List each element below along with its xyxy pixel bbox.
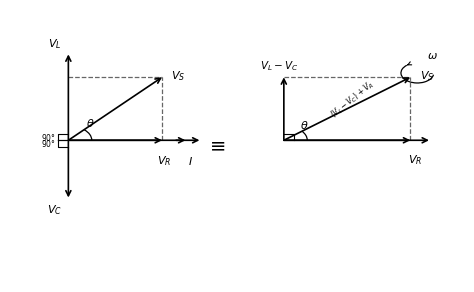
Text: $\omega$: $\omega$ — [427, 51, 438, 61]
Text: $V_C$: $V_C$ — [47, 203, 62, 217]
Text: $V_R$: $V_R$ — [157, 154, 172, 168]
Text: $\theta$: $\theta$ — [300, 119, 309, 131]
Text: $90°$: $90°$ — [41, 138, 56, 149]
Text: $(V_L - V_C) + V_R$: $(V_L - V_C) + V_R$ — [328, 78, 377, 121]
Text: $V_S$: $V_S$ — [419, 69, 434, 83]
Text: $V_L - V_C$: $V_L - V_C$ — [260, 59, 298, 73]
Text: $V_S$: $V_S$ — [172, 69, 186, 83]
Text: $\theta$: $\theta$ — [86, 117, 95, 129]
Text: $\equiv$: $\equiv$ — [206, 136, 226, 156]
Text: $90°$: $90°$ — [41, 132, 56, 142]
Text: $I$: $I$ — [188, 154, 192, 167]
Text: $V_R$: $V_R$ — [408, 153, 422, 167]
Text: $V_L$: $V_L$ — [47, 38, 61, 51]
